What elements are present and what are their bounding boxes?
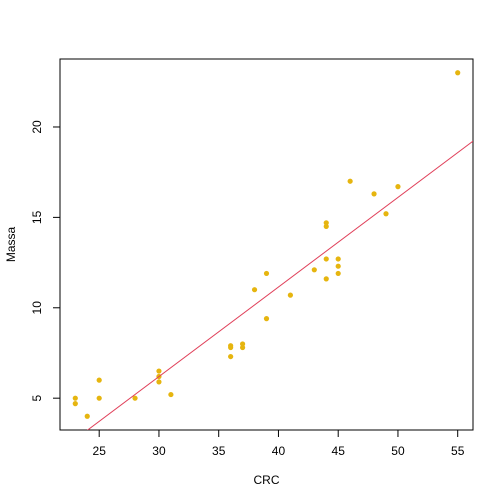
point (156, 368, 162, 374)
point (287, 292, 294, 298)
y-tick-label: 10 (30, 301, 44, 315)
point (323, 220, 329, 226)
point (455, 70, 461, 76)
point (395, 184, 401, 190)
point (323, 256, 329, 262)
x-tick-label: 40 (272, 444, 286, 458)
point (323, 276, 329, 282)
x-tick-label: 30 (152, 444, 166, 458)
point (96, 395, 102, 401)
point (335, 270, 341, 277)
point (228, 344, 234, 351)
point (72, 395, 78, 401)
y-tick-label: 15 (30, 210, 44, 224)
point (383, 211, 389, 217)
x-tick-label: 45 (332, 444, 346, 458)
point (96, 377, 102, 383)
y-tick-label: 5 (30, 395, 44, 402)
y-tick-label: 20 (30, 120, 44, 134)
point (132, 395, 138, 401)
y-axis-label: Massa (4, 227, 18, 263)
point (335, 263, 341, 269)
x-axis-label: CRC (254, 473, 280, 487)
x-tick-label: 25 (93, 444, 107, 458)
point (156, 379, 162, 385)
point (263, 270, 270, 277)
point (168, 391, 174, 398)
point (72, 401, 78, 407)
point (311, 267, 317, 273)
point (335, 256, 341, 262)
point (228, 353, 234, 360)
point (251, 287, 258, 293)
point (84, 413, 90, 419)
x-tick-label: 55 (451, 444, 465, 458)
point (371, 191, 377, 197)
x-tick-label: 35 (212, 444, 226, 458)
plot-frame (59, 58, 474, 431)
point (323, 223, 329, 230)
x-tick-label: 50 (391, 444, 405, 458)
point (239, 341, 246, 347)
point (263, 316, 270, 322)
regression-line (86, 140, 473, 430)
point (347, 178, 353, 184)
point (239, 344, 246, 351)
